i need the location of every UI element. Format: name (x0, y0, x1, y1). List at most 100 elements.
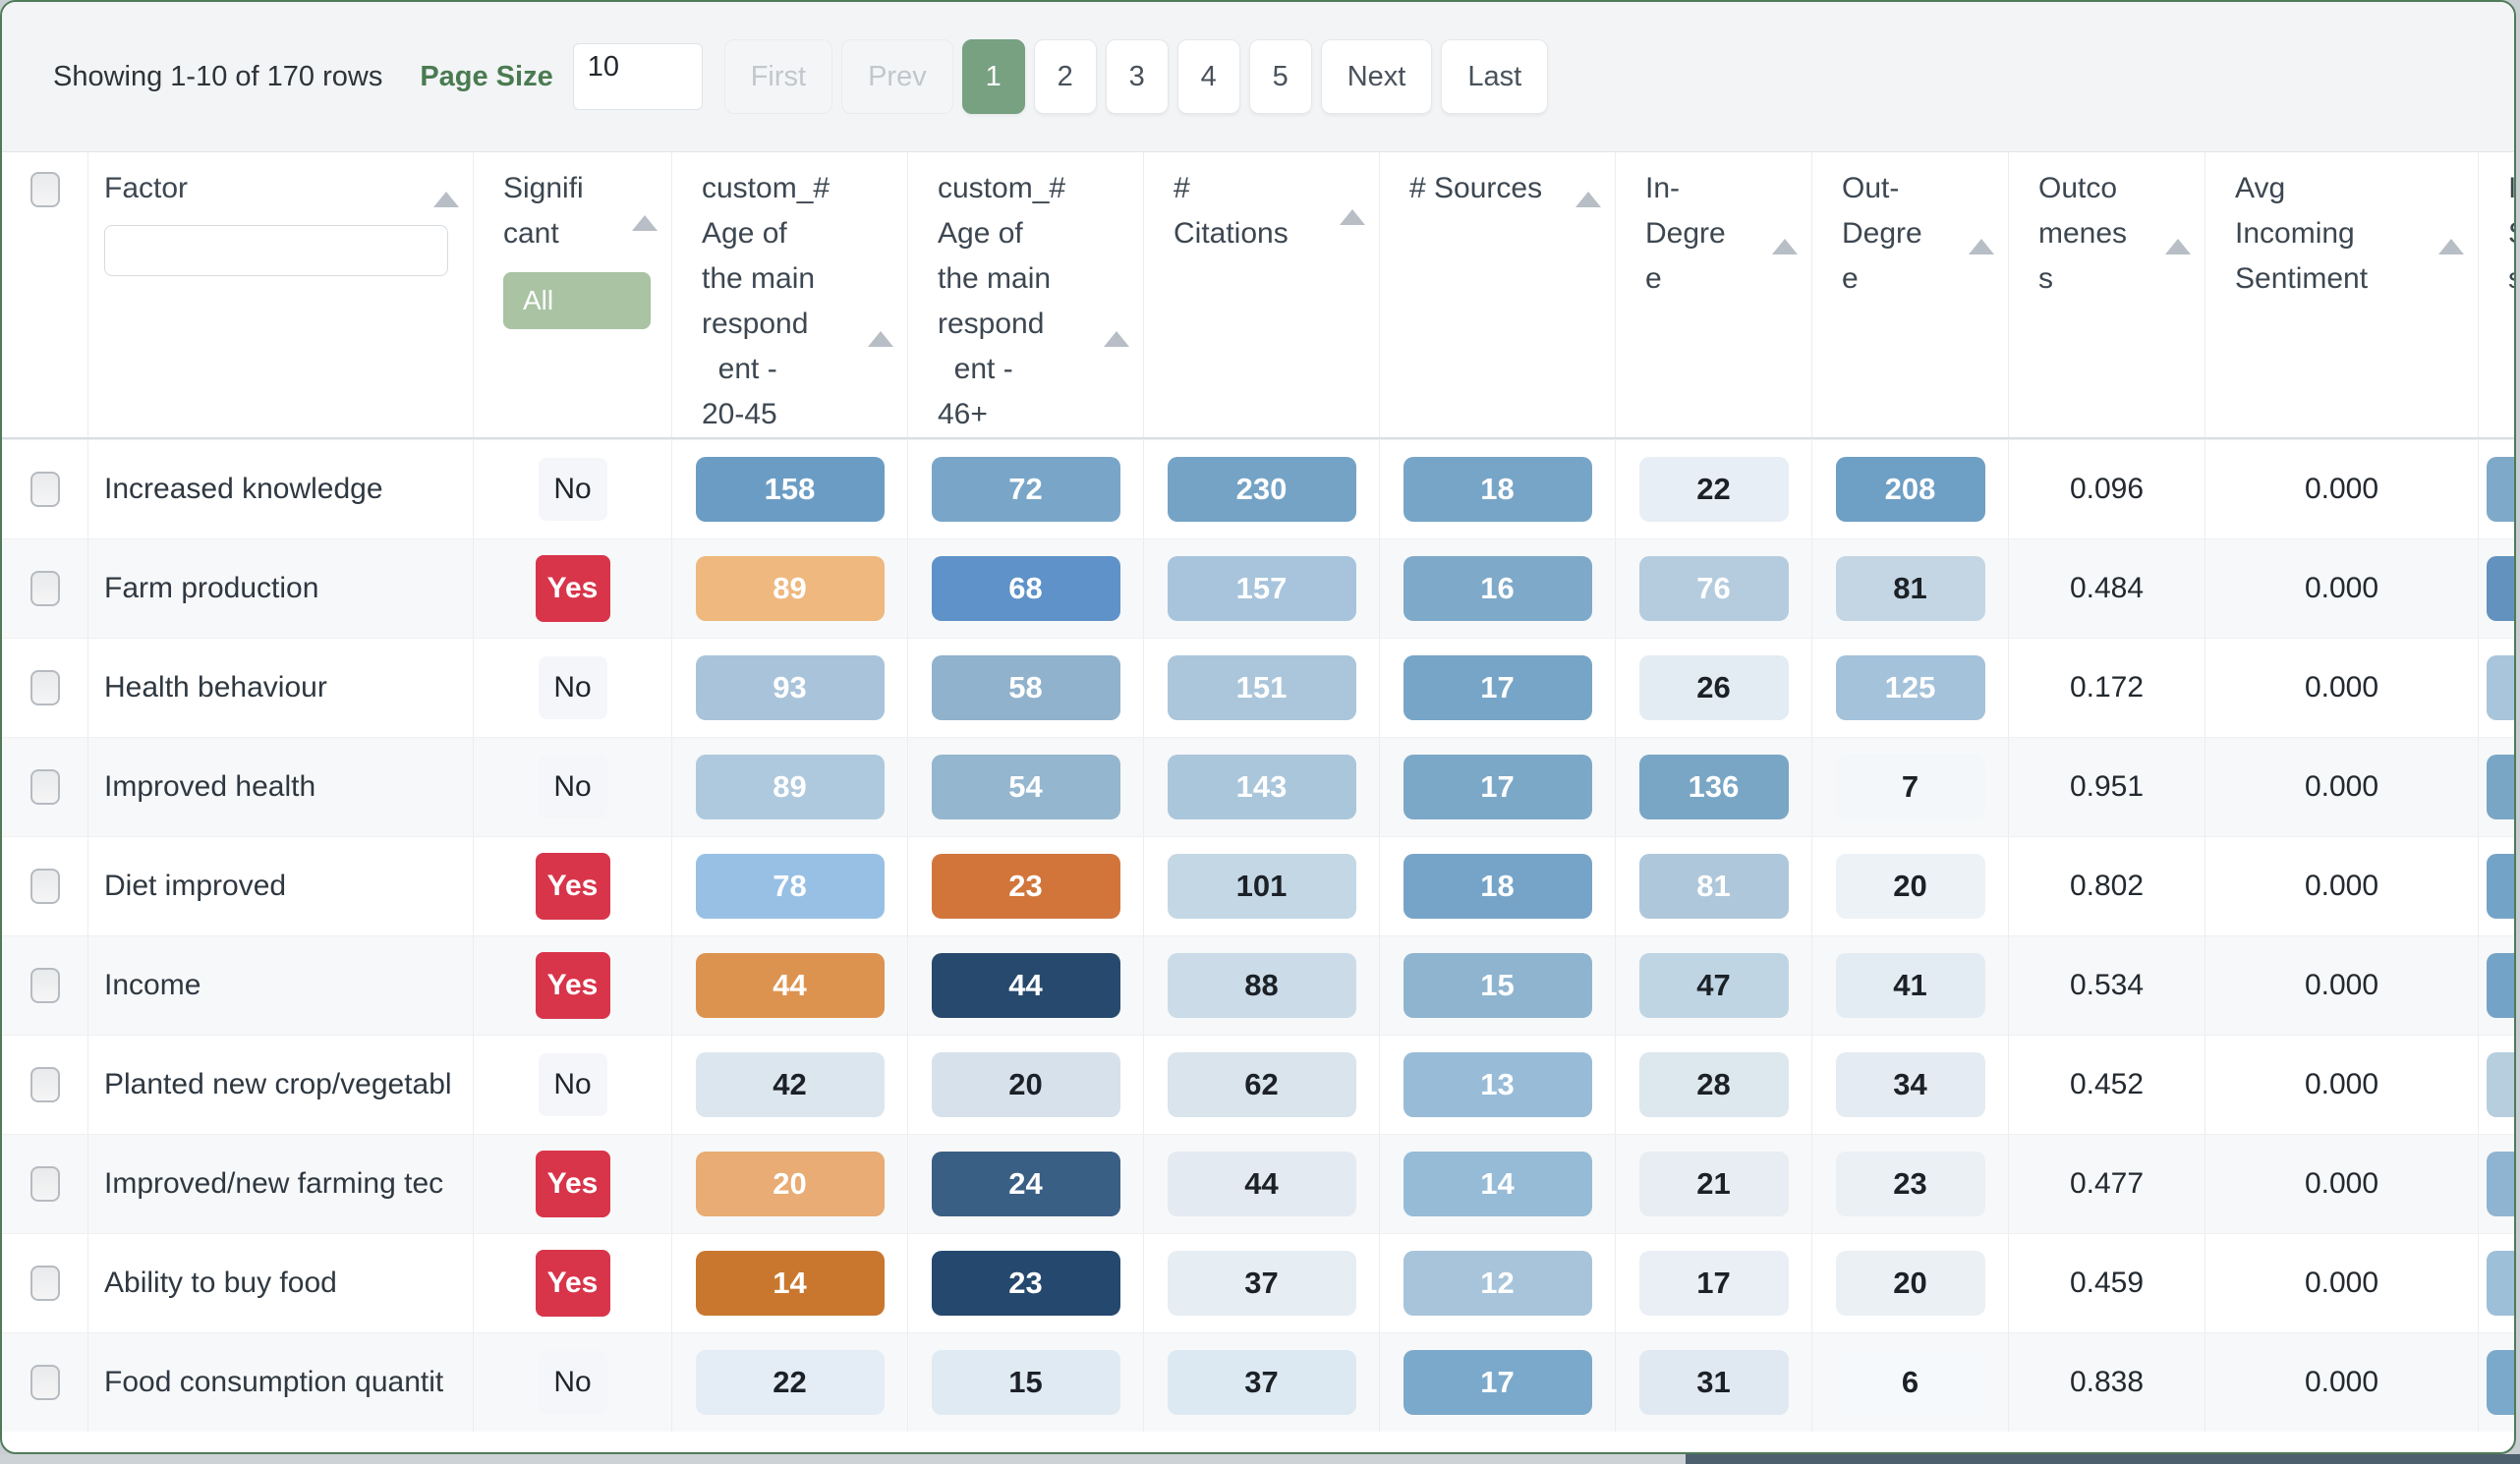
column-label: Outco menes s (2038, 172, 2128, 295)
value-badge: 42 (695, 1052, 885, 1117)
page-button-1[interactable]: 1 (961, 39, 1025, 114)
table-header-row: Factor Signifi cant All custom_# Age of the ma… (2, 152, 2514, 439)
cell-citations: 37 (1144, 1234, 1380, 1332)
significant-badge: Yes (535, 952, 610, 1019)
cell-age-46-plus: 72 (908, 440, 1144, 538)
clipped-value-badge (2487, 953, 2514, 1018)
avg-incoming-sentiment-value: 0.000 (2304, 572, 2379, 604)
page-button-next[interactable]: Next (1320, 39, 1433, 114)
value-badge: 62 (1167, 1052, 1356, 1117)
column-header-age-46-plus[interactable]: custom_# Age of the main respond ent -46+ (908, 152, 1144, 437)
significant-badge: Yes (535, 1250, 610, 1317)
outcomeness-value: 0.838 (2069, 1366, 2145, 1398)
avg-incoming-sentiment-value: 0.000 (2304, 969, 2379, 1001)
cell-age-20-45: 14 (672, 1234, 908, 1332)
factor-name: Food consumption quantit (104, 1366, 444, 1398)
horizontal-scrollbar[interactable] (0, 1454, 2520, 1464)
significant-badge: No (538, 1053, 607, 1116)
value-badge: 88 (1167, 953, 1356, 1018)
cell-age-46-plus: 15 (908, 1333, 1144, 1432)
outcomeness-value: 0.802 (2069, 870, 2145, 902)
row-checkbox[interactable] (29, 1166, 60, 1202)
row-checkbox[interactable] (29, 1067, 60, 1102)
table-row: Income Yes 44 44 88 15 47 41 0.534 0.000 (2, 935, 2514, 1035)
value-badge: 23 (931, 1251, 1120, 1316)
row-checkbox[interactable] (29, 670, 60, 705)
cell-outcomeness: 0.802 (2009, 837, 2205, 935)
column-header-out-degree[interactable]: Out- Degre e (1812, 152, 2009, 437)
cell-select (2, 936, 88, 1035)
page-button-4[interactable]: 4 (1176, 39, 1240, 114)
cell-clipped-incoming-sentiments (2479, 1234, 2514, 1332)
cell-sources: 14 (1380, 1135, 1616, 1233)
cell-significant: Yes (474, 539, 672, 638)
value-badge: 89 (695, 556, 885, 621)
row-checkbox[interactable] (29, 571, 60, 606)
factor-name: Improved/new farming tec (104, 1167, 444, 1200)
page-button-2[interactable]: 2 (1033, 39, 1097, 114)
cell-in-degree: 81 (1616, 837, 1812, 935)
column-header-age-20-45[interactable]: custom_# Age of the main respond ent -20-45 (672, 152, 908, 437)
value-badge: 44 (695, 953, 885, 1018)
page-button-last[interactable]: Last (1441, 39, 1549, 114)
column-label: Out- Degre e (1842, 172, 1922, 295)
horizontal-scrollbar-thumb[interactable] (1686, 1454, 2520, 1464)
significant-badge: No (538, 458, 607, 521)
column-label: In- Degre e (1645, 172, 1726, 295)
page-size-label: Page Size (420, 60, 553, 92)
avg-incoming-sentiment-value: 0.000 (2304, 1366, 2379, 1398)
value-badge: 22 (1638, 457, 1789, 522)
page-button-3[interactable]: 3 (1105, 39, 1169, 114)
cell-age-20-45: 42 (672, 1036, 908, 1134)
column-header-factor[interactable]: Factor (88, 152, 474, 437)
row-checkbox[interactable] (29, 1266, 60, 1301)
page-button-5[interactable]: 5 (1248, 39, 1312, 114)
factor-filter-input[interactable] (104, 225, 448, 276)
cell-outcomeness: 0.484 (2009, 539, 2205, 638)
cell-age-20-45: 89 (672, 738, 908, 836)
sort-asc-icon (2438, 239, 2464, 254)
outcomeness-value: 0.534 (2069, 969, 2145, 1001)
table-body: Increased knowledge No 158 72 230 18 22 208 0.09… (2, 439, 2514, 1432)
value-badge: 12 (1403, 1251, 1592, 1316)
factor-name: Increased knowledge (104, 473, 383, 505)
avg-incoming-sentiment-value: 0.000 (2304, 473, 2379, 505)
cell-significant: No (474, 1036, 672, 1134)
cell-citations: 101 (1144, 837, 1380, 935)
column-header-clipped-incoming-sentiments[interactable]: InSs (2479, 152, 2514, 437)
column-header-in-degree[interactable]: In- Degre e (1616, 152, 1812, 437)
sort-asc-icon (1969, 239, 1994, 254)
column-header-citations[interactable]: # Citations (1144, 152, 1380, 437)
value-badge: 72 (931, 457, 1120, 522)
clipped-value-badge (2487, 1152, 2514, 1216)
row-checkbox[interactable] (29, 769, 60, 805)
avg-incoming-sentiment-value: 0.000 (2304, 1267, 2379, 1299)
significant-filter-all-badge[interactable]: All (503, 272, 651, 329)
page-size-input[interactable] (572, 43, 703, 110)
row-checkbox[interactable] (29, 1365, 60, 1400)
select-all-checkbox[interactable] (29, 172, 60, 207)
cell-factor: Increased knowledge (88, 440, 474, 538)
cell-in-degree: 28 (1616, 1036, 1812, 1134)
sort-asc-icon (868, 331, 893, 347)
sort-asc-icon (1575, 192, 1601, 207)
cell-in-degree: 47 (1616, 936, 1812, 1035)
row-checkbox[interactable] (29, 968, 60, 1003)
row-checkbox[interactable] (29, 472, 60, 507)
column-header-outcomeness[interactable]: Outco menes s (2009, 152, 2205, 437)
row-checkbox[interactable] (29, 869, 60, 904)
cell-sources: 16 (1380, 539, 1616, 638)
value-badge: 143 (1167, 755, 1356, 819)
cell-select (2, 1333, 88, 1432)
table-row: Food consumption quantit No 22 15 37 17 31 6 0.8… (2, 1332, 2514, 1432)
value-badge: 34 (1835, 1052, 1985, 1117)
column-header-avg-incoming-sentiment[interactable]: Avg Incoming Sentiment (2205, 152, 2479, 437)
column-header-sources[interactable]: # Sources (1380, 152, 1616, 437)
table-row: Health behaviour No 93 58 151 17 26 125 0.172 0.0… (2, 638, 2514, 737)
cell-citations: 157 (1144, 539, 1380, 638)
column-header-significant[interactable]: Signifi cant All (474, 152, 672, 437)
value-badge: 20 (1835, 854, 1985, 919)
column-header-select (2, 152, 88, 437)
cell-sources: 18 (1380, 837, 1616, 935)
